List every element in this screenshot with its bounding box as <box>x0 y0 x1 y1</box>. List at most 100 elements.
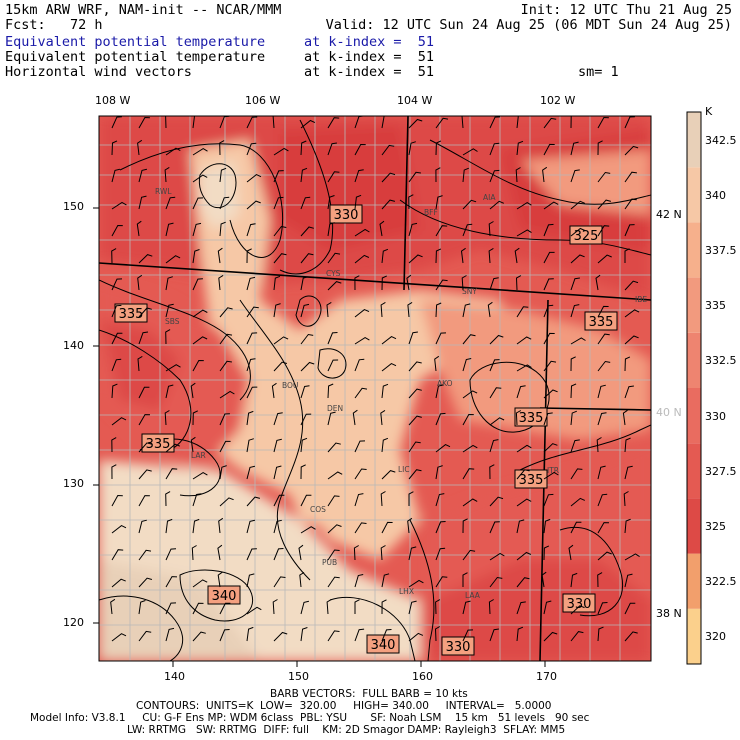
wind-barb <box>408 546 417 561</box>
svg-text:330: 330 <box>446 640 471 655</box>
wind-barb <box>435 493 445 507</box>
wind-barb <box>246 174 262 183</box>
left-grid-label-150: 150 <box>63 200 84 213</box>
wind-barb <box>300 413 312 426</box>
wind-barb <box>191 545 197 561</box>
field-2-level: at k-index = 51 <box>304 49 435 65</box>
wind-barb <box>516 626 524 642</box>
wind-barb <box>597 412 607 426</box>
wind-barb <box>462 148 478 156</box>
wind-barb <box>111 140 118 156</box>
wind-barb <box>516 498 532 507</box>
wind-barb <box>462 167 469 183</box>
wind-barb <box>570 572 578 588</box>
wind-barb <box>300 303 310 318</box>
wind-barb <box>354 254 370 264</box>
wind-barb <box>435 384 444 399</box>
wind-barb <box>271 382 277 399</box>
wind-barb <box>570 227 586 237</box>
wind-barb <box>462 303 471 318</box>
svg-text:330: 330 <box>334 208 359 223</box>
wind-barb <box>165 602 177 615</box>
bottom-grid-label-140: 140 <box>164 670 185 683</box>
wind-barb <box>219 167 227 183</box>
wind-barb <box>219 390 235 399</box>
wind-barb <box>111 168 121 183</box>
wind-barb <box>408 579 424 588</box>
wind-barb <box>543 412 553 426</box>
wind-barb <box>272 116 275 129</box>
wind-barb <box>379 220 385 237</box>
wind-barb <box>219 333 233 345</box>
wind-barb <box>246 438 254 453</box>
wind-barb <box>624 280 639 291</box>
wind-barb <box>543 631 558 642</box>
wind-barb <box>622 409 628 426</box>
colorbar-segment <box>687 222 701 278</box>
wind-barb <box>489 496 504 507</box>
wind-barb <box>597 225 610 237</box>
wind-barb <box>138 600 146 615</box>
wind-barb <box>597 465 606 480</box>
wind-barb <box>219 221 226 237</box>
wind-barb <box>381 144 395 156</box>
wind-barb <box>462 223 473 237</box>
wind-barb <box>570 200 585 210</box>
wind-barb <box>273 438 282 453</box>
wind-barb <box>327 549 340 561</box>
wind-barb <box>111 437 117 453</box>
bottom-grid-label-160: 160 <box>412 670 433 683</box>
wind-barb <box>434 355 440 372</box>
wind-barb <box>570 141 579 156</box>
wind-barb <box>327 359 339 372</box>
wind-barb <box>327 524 342 534</box>
wind-barb <box>570 356 576 372</box>
wind-barb <box>273 336 289 345</box>
wind-barb <box>273 494 285 507</box>
wind-barb <box>327 252 341 264</box>
wind-barb <box>327 332 338 345</box>
wind-barb <box>543 493 554 507</box>
city-label-lhx: LHX <box>399 587 414 596</box>
wind-barb <box>381 629 392 642</box>
wind-barb <box>381 199 396 210</box>
colorbar-tick-label: 327.5 <box>705 464 737 478</box>
wind-barb <box>246 276 256 291</box>
wind-barb <box>408 491 414 506</box>
field-region-southwest-core <box>99 560 260 661</box>
right-lat-label-40n: 40 N <box>656 406 682 419</box>
wind-barb <box>408 388 422 399</box>
wind-barb <box>597 254 612 264</box>
wind-barb <box>623 491 629 507</box>
wind-barb <box>246 626 254 642</box>
colorbar-tick-label: 335 <box>705 299 726 313</box>
wind-barb <box>462 498 478 507</box>
wind-barb <box>111 549 124 561</box>
model-title: 15km ARW WRF, NAM-init -- NCAR/MMM <box>5 2 282 18</box>
wind-barb <box>217 247 223 264</box>
wind-barb <box>111 578 126 588</box>
wind-barb <box>300 437 308 453</box>
contour-label-5: 335 <box>514 407 548 427</box>
wind-barb <box>570 439 580 453</box>
wind-barb <box>570 497 586 507</box>
svg-text:330: 330 <box>567 597 592 612</box>
wind-barb <box>300 494 312 507</box>
wind-barb <box>408 331 418 345</box>
top-lon-label-108w: 108 W <box>95 94 131 107</box>
wind-barb <box>246 358 256 372</box>
city-label-ako: AKO <box>437 379 453 388</box>
colorbar-segment <box>687 608 701 664</box>
wind-barb <box>408 194 414 210</box>
wind-barb <box>217 544 223 561</box>
wind-barb <box>570 254 585 264</box>
wind-barb <box>192 278 203 291</box>
wind-barb <box>408 171 421 183</box>
wind-barb <box>543 278 554 291</box>
wind-barb <box>435 576 448 588</box>
wind-barb <box>164 166 170 183</box>
wind-barb <box>435 140 442 156</box>
wind-barb <box>300 385 310 399</box>
svg-text:335: 335 <box>519 411 544 426</box>
wind-barb <box>273 465 282 480</box>
